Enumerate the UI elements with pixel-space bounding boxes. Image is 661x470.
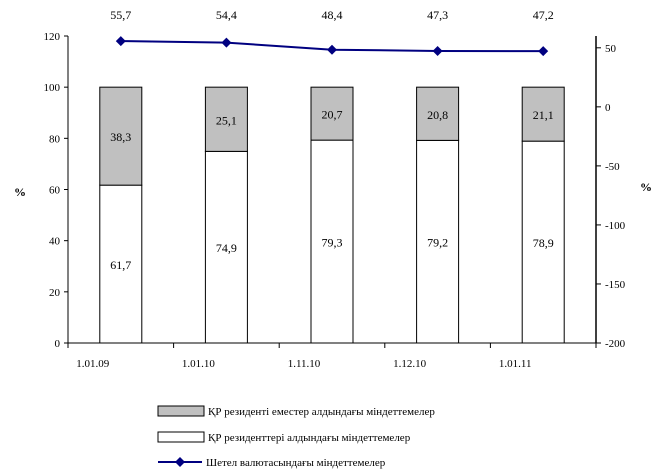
line-data-label: 55,7	[110, 8, 131, 22]
y2-tick-label: 0	[605, 102, 611, 114]
x-tick-label: 1.01.09	[76, 358, 110, 370]
bar-data-label: 74,9	[216, 241, 237, 255]
legend-label: Шетел валютасындағы міндеттемелер	[206, 457, 386, 469]
bar-non-residents	[521, 86, 565, 142]
line-point	[432, 45, 443, 56]
bar-non-residents	[204, 86, 248, 152]
bar-data-label: 20,7	[322, 108, 343, 122]
x-tick-label: 1.01.11	[499, 358, 532, 370]
bar-residents	[310, 139, 354, 344]
y-axis-label: %	[14, 185, 26, 199]
y-tick-label: 0	[55, 338, 61, 350]
line-data-label: 47,3	[427, 8, 448, 22]
bar-data-label: 78,9	[533, 236, 554, 250]
bar-residents	[204, 150, 248, 344]
x-tick-label: 1.12.10	[393, 358, 427, 370]
legend-swatch	[157, 405, 205, 417]
legend-marker	[175, 457, 185, 467]
y-tick-label: 60	[49, 185, 61, 197]
line-point	[115, 36, 126, 47]
line-data-label: 47,2	[533, 8, 554, 22]
line-point	[221, 37, 232, 48]
line-point	[327, 44, 337, 55]
y2-tick-label: -100	[605, 220, 626, 232]
legend-label: ҚР резиденті еместер алдындағы міндеттем…	[208, 406, 435, 418]
line-series: 55,7 54,4 48,4 47,3 47,2	[110, 8, 554, 57]
legend: ҚР резиденті еместер алдындағы міндеттем…	[157, 405, 435, 469]
y-tick-label: 20	[49, 287, 61, 299]
bar-non-residents	[416, 86, 460, 141]
y-tick-label: 120	[44, 31, 61, 43]
y2-tick-label: -200	[605, 338, 626, 350]
bar-data-label: 38,3	[110, 130, 131, 144]
legend-swatch	[157, 431, 205, 443]
axes: 0 20 40 60 80 100 120 -200 -150 -100 -50 0 50 1.01.09…	[44, 31, 626, 370]
y2-axis-label: %	[640, 180, 652, 194]
bar-data-label: 21,1	[533, 108, 554, 122]
bar-non-residents	[99, 86, 143, 186]
y2-tick-label: -50	[605, 161, 620, 173]
bar-residents	[99, 184, 143, 344]
bars: 61,7 38,3 74,9 25,1 79,3 20,7 79,2 20,8 78,9 21,1	[99, 86, 565, 344]
y2-tick-label: -150	[605, 279, 626, 291]
legend-label: ҚР резиденттері алдындағы міндеттемелер	[208, 432, 411, 444]
bar-data-label: 79,3	[322, 236, 343, 250]
line-point	[538, 46, 549, 57]
y-tick-label: 40	[49, 236, 61, 248]
y-tick-label: 100	[44, 82, 61, 94]
y-tick-label: 80	[49, 133, 61, 145]
x-tick-label: 1.11.10	[288, 358, 321, 370]
bar-residents	[521, 140, 565, 344]
bar-data-label: 25,1	[216, 113, 237, 127]
bar-data-label: 79,2	[427, 236, 448, 250]
y2-tick-label: 50	[605, 43, 617, 55]
line-data-label: 48,4	[322, 8, 343, 22]
bar-data-label: 61,7	[110, 258, 131, 272]
line-data-label: 54,4	[216, 8, 237, 22]
bar-data-label: 20,8	[427, 108, 448, 122]
bar-non-residents	[310, 86, 354, 141]
x-tick-label: 1.01.10	[182, 358, 216, 370]
